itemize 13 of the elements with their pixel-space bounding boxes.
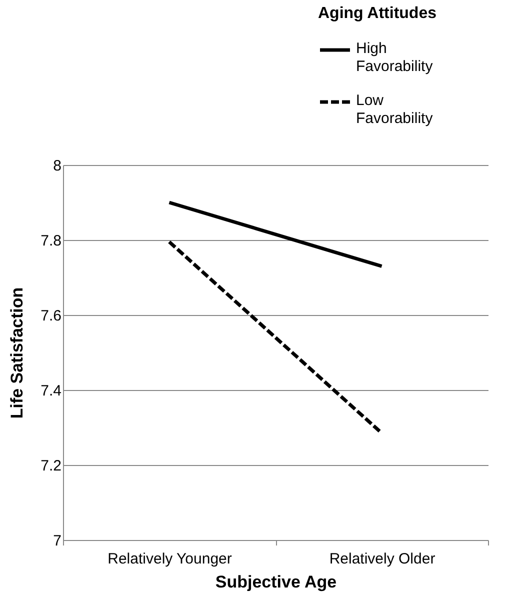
y-tick-label: 7.4 <box>40 382 62 400</box>
y-axis-title: Life Satisfaction <box>8 287 27 419</box>
legend-label: Low Favorability <box>356 92 434 127</box>
legend-label: High Favorability <box>356 40 434 75</box>
y-tick-label: 7.2 <box>40 458 62 474</box>
y-tick-label: 7 <box>53 532 62 550</box>
x-tick-label: Relatively Older <box>329 550 436 568</box>
y-tick-label: 7.6 <box>40 308 62 324</box>
y-tick-label: 8 <box>53 158 62 174</box>
legend-title: Aging Attitudes <box>318 5 437 22</box>
y-tick-label: 7.8 <box>40 232 62 250</box>
x-tick-label: Relatively Younger <box>108 550 232 568</box>
x-axis-title: Subjective Age <box>215 572 337 592</box>
